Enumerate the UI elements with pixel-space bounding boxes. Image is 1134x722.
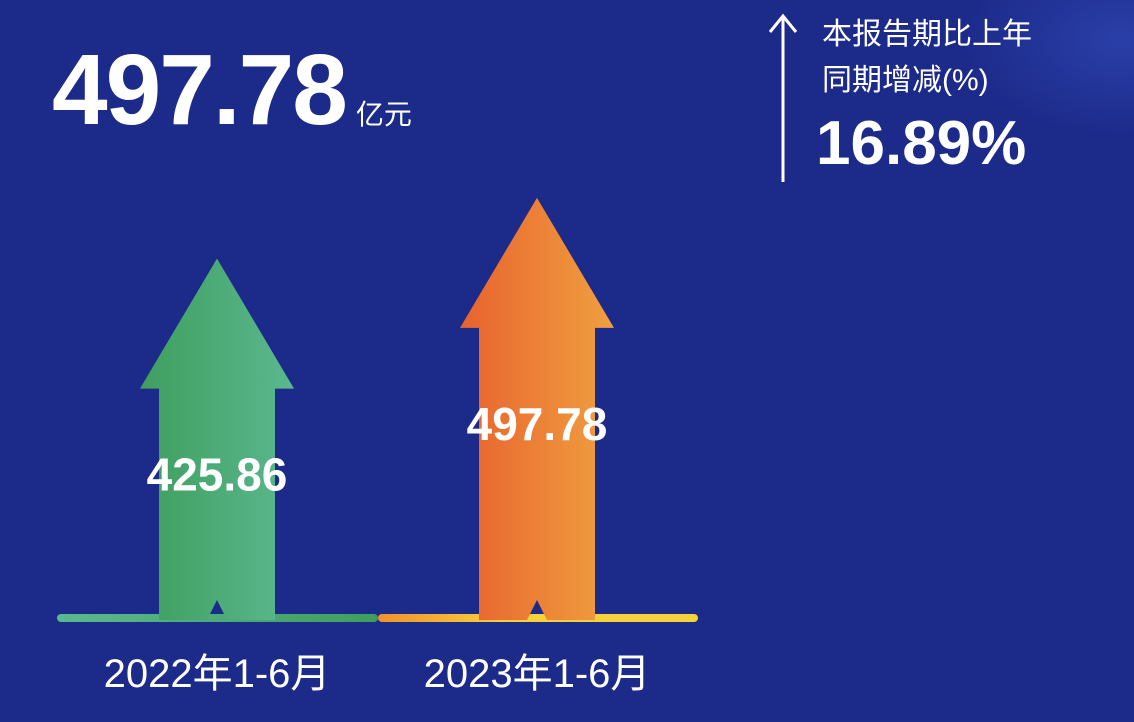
baseline-2023 bbox=[378, 614, 698, 622]
data-label: 497.78 bbox=[467, 398, 608, 450]
change-value: 16.89% bbox=[816, 109, 1027, 178]
bar-arrow bbox=[460, 197, 614, 621]
baseline-2022 bbox=[57, 614, 378, 622]
headline-value: 497.78 bbox=[52, 34, 348, 146]
change-label-line1: 本报告期比上年 bbox=[822, 18, 1032, 51]
bar-arrow bbox=[140, 258, 294, 620]
change-block: 本报告期比上年 同期增减(%) 16.89% bbox=[816, 12, 1032, 180]
data-label: 425.86 bbox=[147, 449, 288, 501]
change-label-line2: 同期增减(%) bbox=[822, 64, 989, 97]
category-label: 2023年1-6月 bbox=[424, 652, 651, 696]
change-arrow-up-icon bbox=[768, 13, 798, 182]
change-label: 本报告期比上年 同期增减(%) bbox=[822, 12, 1032, 104]
category-label: 2022年1-6月 bbox=[104, 652, 331, 696]
headline: 497.78 亿元 bbox=[52, 30, 412, 150]
headline-unit: 亿元 bbox=[355, 99, 412, 130]
